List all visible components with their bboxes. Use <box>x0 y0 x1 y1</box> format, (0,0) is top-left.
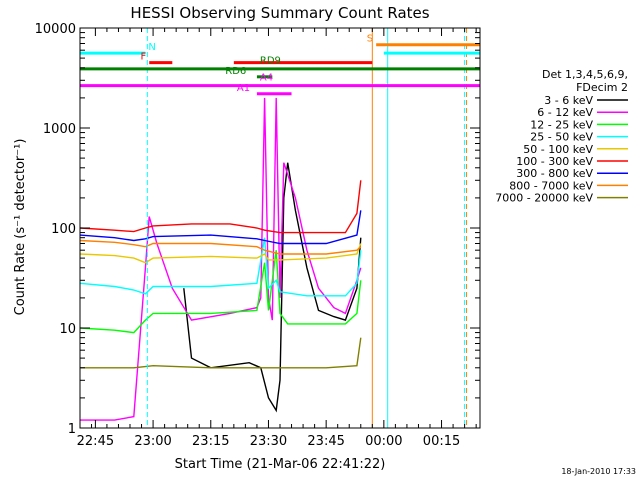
legend-label-1: 3 - 6 keV <box>544 94 593 107</box>
legend-label-7: 300 - 800 keV <box>516 167 593 180</box>
x-tick-label-3: 23:15 <box>192 434 229 449</box>
chart-title: HESSI Observing Summary Count Rates <box>130 4 429 22</box>
flag-label-f: F <box>140 52 146 63</box>
legend-header-line2: FDecim 2 <box>576 81 628 94</box>
flag-label-rd6: RD6 <box>225 66 246 77</box>
x-tick-label-1: 22:45 <box>77 434 114 449</box>
y-tick-label-5: 10000 <box>35 22 76 37</box>
series-line-3 <box>80 250 362 334</box>
flag-label-a4: A4 <box>260 72 273 83</box>
y-tick-label-4: 1000 <box>43 122 76 137</box>
plot-area: NF S RD9 RD6 A1 A4 22:45 23:00 23:15 23:30 23:45 00… <box>35 22 481 449</box>
footer-date: 18-Jan-2010 17:33 <box>561 467 636 476</box>
x-tick-label-5: 23:45 <box>307 434 344 449</box>
series-line-2 <box>80 97 362 421</box>
legend-label-5: 50 - 100 keV <box>523 143 593 156</box>
flag-label-s: S <box>367 34 373 45</box>
plot-inner <box>80 28 480 428</box>
series-line-7 <box>80 210 362 245</box>
x-axis-label: Start Time (21-Mar-06 22:41:22) <box>175 457 386 472</box>
x-tick-label-2: 23:00 <box>134 434 171 449</box>
flag-label-a1: A1 <box>237 83 250 94</box>
legend-label-8: 800 - 7000 keV <box>509 179 593 192</box>
series-line-1 <box>183 162 362 413</box>
y-tick-label-2: 10 <box>59 322 76 337</box>
series-line-5 <box>80 243 362 264</box>
series-line-6 <box>80 180 362 234</box>
flag-label-n: N <box>148 42 155 53</box>
series-line-9 <box>80 337 362 369</box>
y-axis-label: Count Rate (s⁻¹ detector⁻¹) <box>13 139 28 316</box>
flag-label-rd9: RD9 <box>260 56 281 67</box>
y-tick-label-1: 1 <box>68 422 76 437</box>
legend-label-4: 25 - 50 keV <box>530 131 593 144</box>
series-line-8 <box>80 239 362 255</box>
legend-label-9: 7000 - 20000 keV <box>495 192 593 205</box>
y-tick-label-3: 100 <box>51 222 76 237</box>
legend-label-6: 100 - 300 keV <box>516 155 593 168</box>
x-tick-label-7: 00:15 <box>423 434 460 449</box>
series-line-4 <box>80 237 362 297</box>
x-tick-label-4: 23:30 <box>250 434 287 449</box>
legend-label-3: 12 - 25 keV <box>530 118 593 131</box>
legend-label-2: 6 - 12 keV <box>537 106 593 119</box>
x-tick-label-6: 00:00 <box>365 434 402 449</box>
legend-header-line1: Det 1,3,4,5,6,9, <box>542 68 628 81</box>
